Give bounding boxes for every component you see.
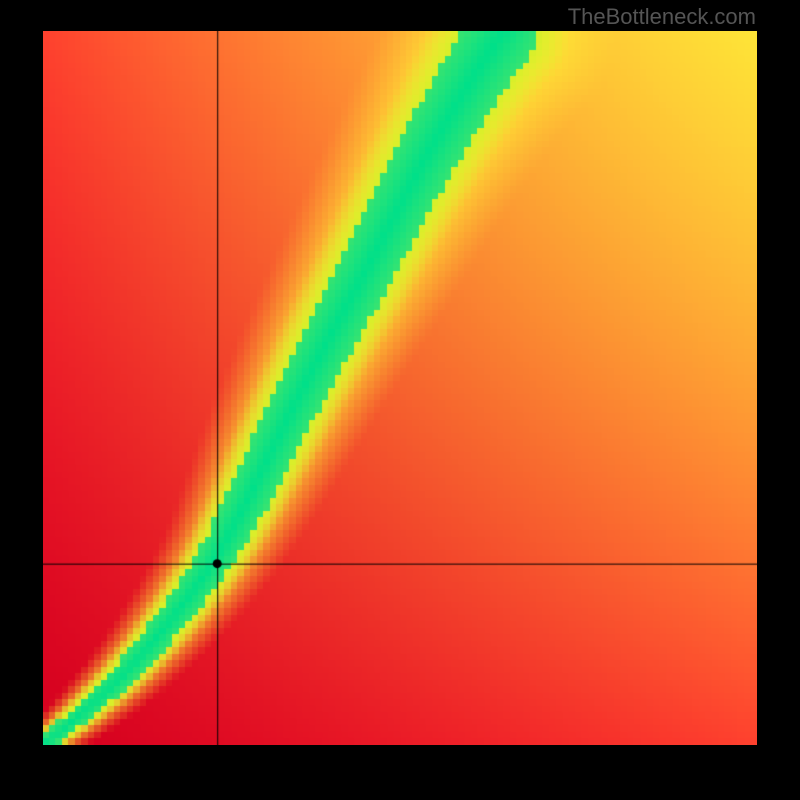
chart-container: TheBottleneck.com (0, 0, 800, 800)
heatmap-canvas (43, 31, 757, 745)
watermark-text: TheBottleneck.com (568, 4, 756, 30)
plot-area (43, 31, 757, 745)
